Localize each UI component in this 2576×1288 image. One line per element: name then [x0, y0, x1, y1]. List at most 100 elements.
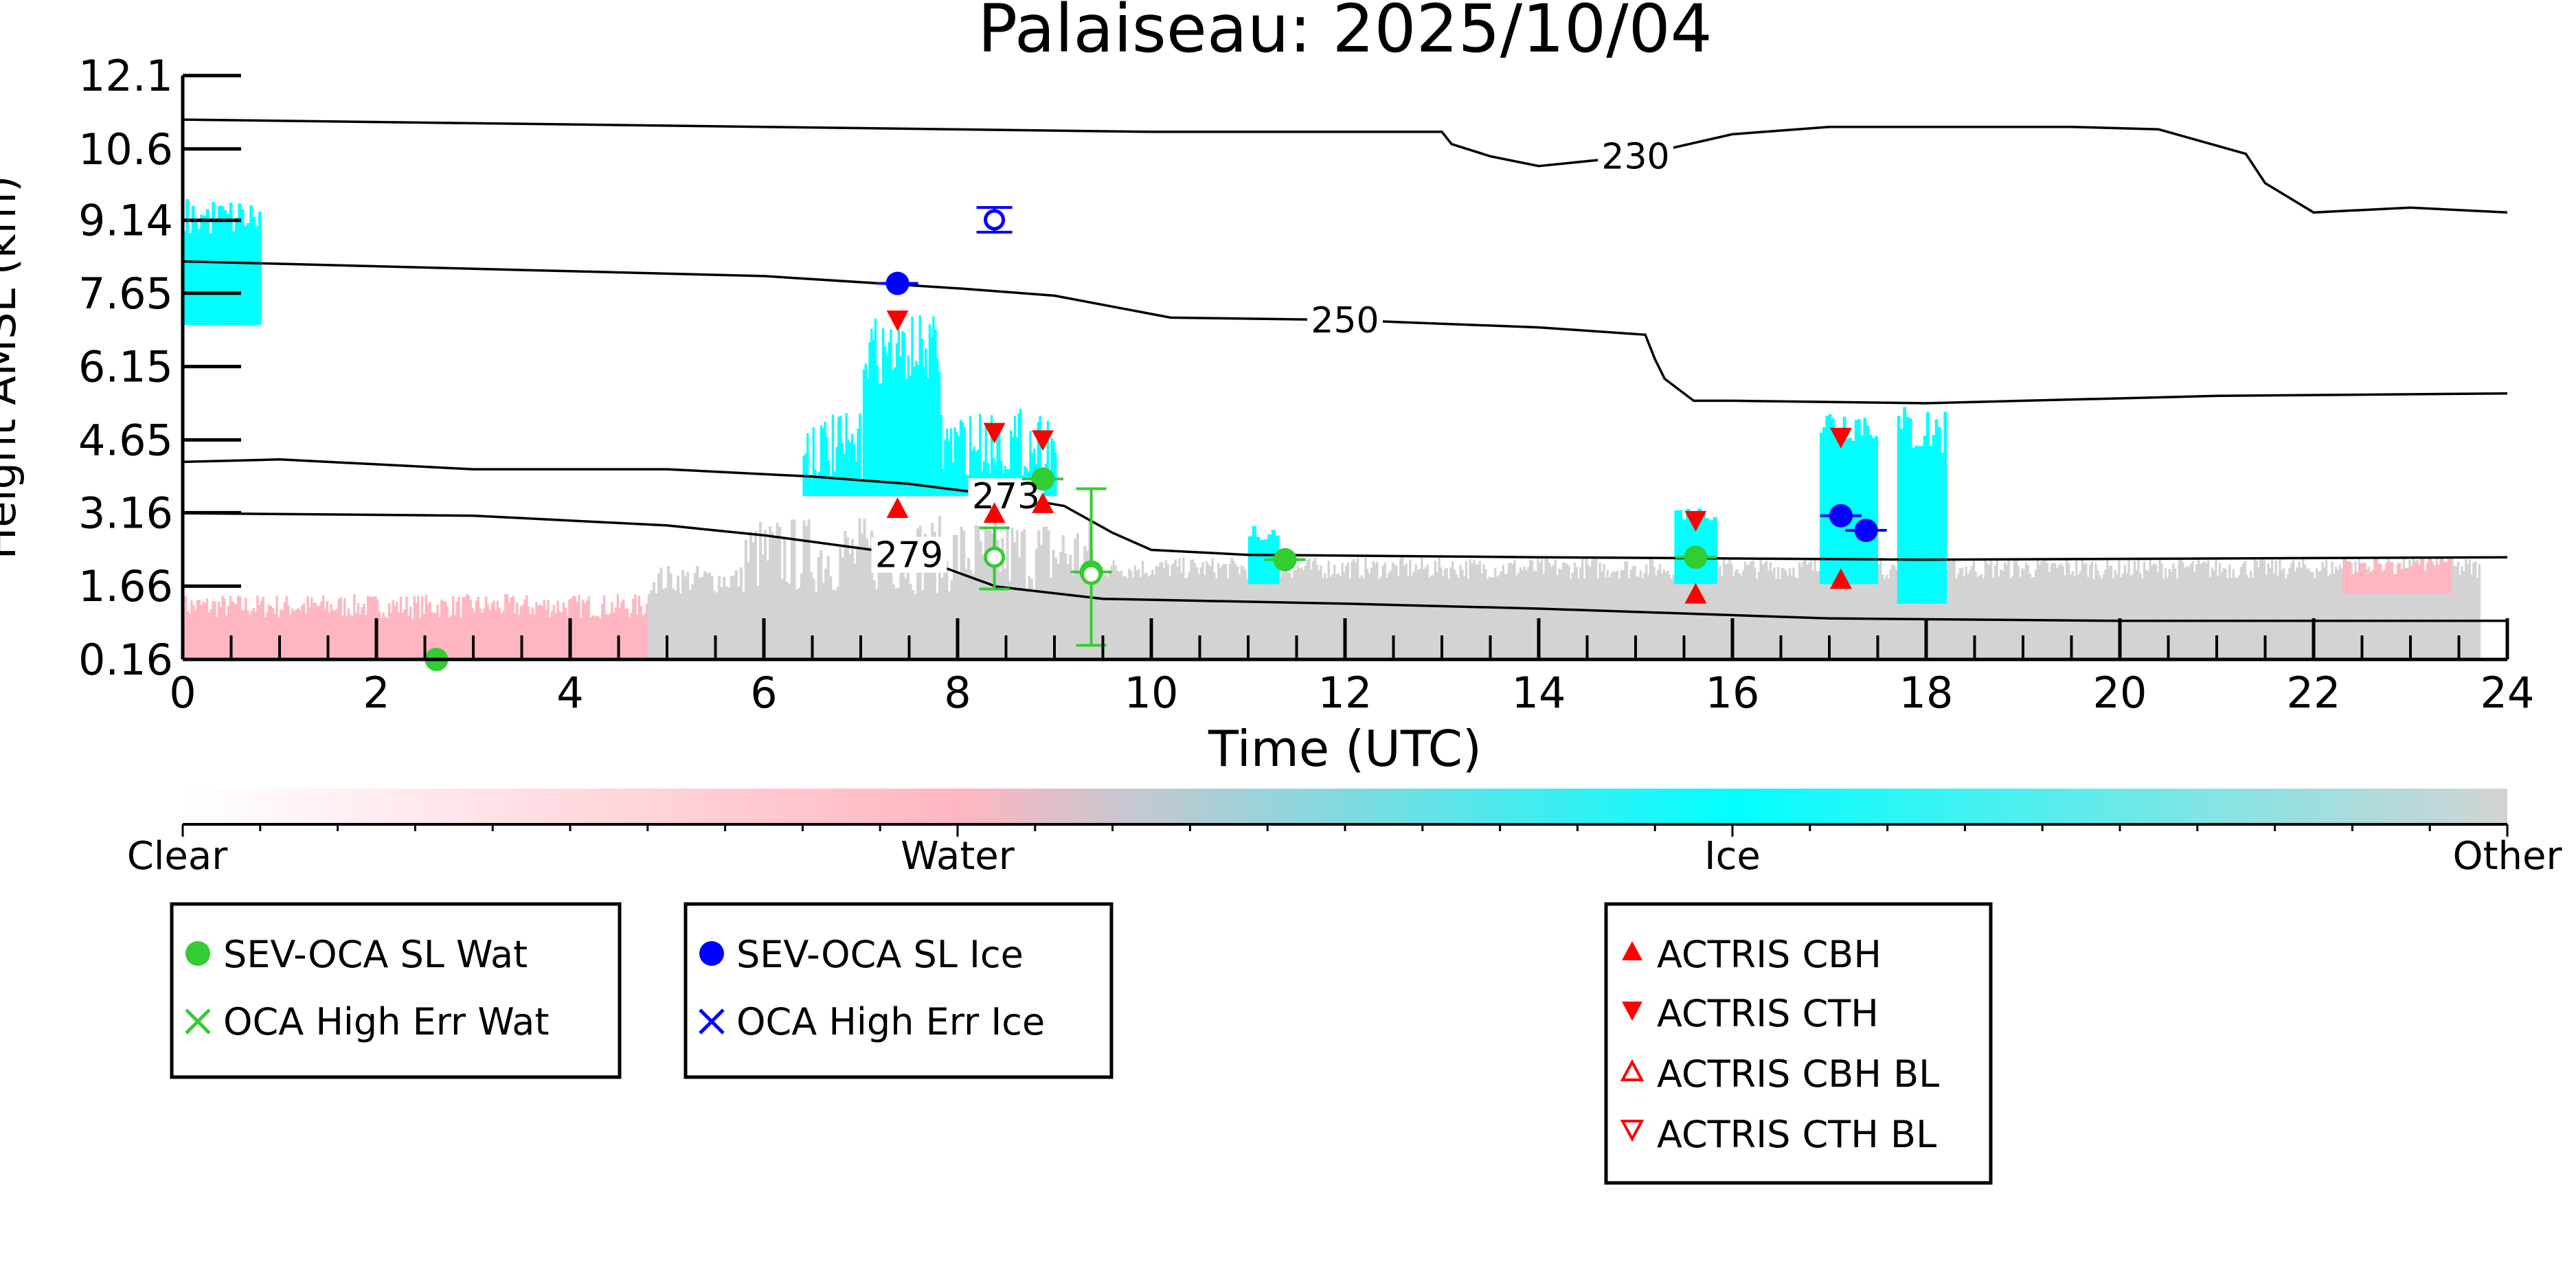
cloud-mask-column — [1690, 564, 1693, 659]
cloud-mask-column — [2215, 558, 2217, 659]
cloud-mask-column — [1533, 570, 1535, 659]
cloud-mask-column — [1436, 572, 1438, 659]
cloud-mask-column — [892, 584, 895, 659]
cloud-mask-column — [1339, 576, 1342, 659]
cloud-mask-column — [2118, 558, 2121, 659]
cloud-mask-column — [1147, 576, 1150, 659]
cloud-mask-column — [790, 519, 793, 659]
cloud-mask-column — [2461, 566, 2463, 659]
x-tick-label: 16 — [1706, 668, 1760, 718]
cloud-mask-column — [186, 611, 189, 659]
cloud-mask-column — [1709, 520, 1714, 585]
cloud-mask-column — [818, 472, 821, 497]
cloud-mask-column — [1494, 567, 1497, 659]
cloud-mask-column — [2327, 576, 2330, 659]
cloud-mask-column — [1740, 576, 1743, 659]
cloud-mask-column — [659, 567, 663, 659]
legend-water-filled-marker — [185, 941, 210, 966]
cloud-mask-column — [1502, 565, 1504, 659]
cloud-mask-column — [467, 595, 470, 659]
cloud-mask-column — [252, 216, 256, 325]
cloud-mask-column — [1509, 563, 1513, 659]
cloud-mask-column — [1496, 576, 1499, 659]
cloud-mask-column — [1095, 566, 1098, 659]
legend-actris-label-3: ACTRIS CTH BL — [1657, 1113, 1936, 1156]
cloud-mask-column — [778, 526, 782, 659]
legend-cth-marker — [1622, 1002, 1642, 1021]
cloud-mask-column — [322, 595, 325, 659]
cloud-mask-column — [595, 615, 598, 659]
cloud-mask-column — [810, 572, 813, 659]
cloud-mask-column — [715, 592, 719, 659]
cloud-mask-column — [1875, 436, 1879, 585]
cloud-mask-column — [196, 600, 199, 659]
cloud-mask-column — [1304, 565, 1307, 659]
cloud-mask-column — [353, 594, 356, 659]
cloud-mask-column — [2276, 576, 2279, 659]
cloud-mask-column — [314, 602, 317, 659]
cloud-mask-column — [2391, 571, 2394, 659]
cloud-mask-column — [2000, 569, 2002, 659]
cloud-mask-column — [1291, 577, 1293, 659]
cloud-mask-column — [1858, 567, 1861, 659]
cloud-mask-column — [1424, 567, 1427, 659]
cloud-mask-column — [962, 530, 966, 659]
cloud-mask-column — [947, 440, 951, 497]
cloud-mask-column — [1120, 570, 1123, 659]
cloud-mask-column — [231, 231, 236, 326]
cloud-mask-column — [2092, 579, 2095, 659]
cloud-mask-column — [1903, 407, 1906, 604]
cloud-mask-column — [2443, 565, 2446, 659]
cloud-mask-column — [2077, 574, 2080, 659]
cloud-mask-column — [554, 613, 557, 659]
cloud-mask-column — [547, 600, 550, 659]
cloud-mask-column — [1730, 564, 1733, 659]
cloud-mask-column — [194, 610, 197, 659]
cloud-mask-column — [2373, 559, 2376, 659]
cloud-mask-column — [345, 616, 348, 659]
cloud-mask-column — [2309, 572, 2312, 659]
y-axis-label: Height AMSL (km) — [0, 176, 25, 560]
cloud-mask-column — [2205, 563, 2208, 659]
cloud-mask-column — [1397, 576, 1400, 659]
cloud-mask-column — [1548, 563, 1551, 659]
cloud-mask-column — [1754, 567, 1756, 659]
cloud-mask-column — [256, 595, 259, 659]
cloud-mask-column — [200, 214, 204, 326]
cloud-mask-column — [2272, 574, 2276, 659]
cloud-mask-column — [2073, 576, 2076, 659]
cloud-mask-column — [2447, 558, 2452, 594]
cloud-mask-column — [2447, 569, 2450, 659]
cloud-mask-column — [1542, 574, 1545, 659]
cloud-mask-column — [826, 556, 830, 659]
cloud-mask-column — [1280, 572, 1284, 659]
cloud-mask-column — [217, 601, 221, 659]
colorbar-ticks — [181, 824, 2509, 837]
cloud-mask-column — [1506, 574, 1509, 659]
cloud-mask-column — [1128, 569, 1131, 659]
cloud-mask-column — [1161, 562, 1164, 659]
cloud-mask-column — [1844, 558, 1847, 659]
cloud-mask-column — [240, 209, 245, 326]
cloud-mask-column — [1225, 564, 1228, 659]
cloud-mask-column — [1372, 561, 1375, 659]
cloud-mask-column — [1809, 561, 1813, 659]
cloud-mask-column — [1707, 578, 1710, 659]
cloud-mask-column — [1759, 558, 1762, 659]
cloud-mask-column — [605, 613, 608, 659]
cloud-mask-column — [1388, 573, 1390, 659]
cloud-mask-column — [882, 328, 885, 497]
cloud-mask-column — [2412, 563, 2417, 594]
cloud-mask-column — [419, 618, 422, 659]
cloud-mask-column — [2408, 567, 2413, 594]
cloud-mask-column — [686, 572, 690, 659]
cloud-mask-column — [361, 607, 363, 659]
cloud-mask-column — [903, 332, 906, 497]
cloud-mask-column — [861, 479, 863, 497]
cloud-mask-column — [2238, 575, 2241, 659]
cloud-mask-column — [1017, 413, 1020, 497]
cloud-mask-column — [1013, 542, 1017, 659]
cloud-mask-column — [372, 596, 375, 659]
cloud-mask-column — [2346, 570, 2349, 659]
cloud-mask-column — [2023, 569, 2026, 659]
